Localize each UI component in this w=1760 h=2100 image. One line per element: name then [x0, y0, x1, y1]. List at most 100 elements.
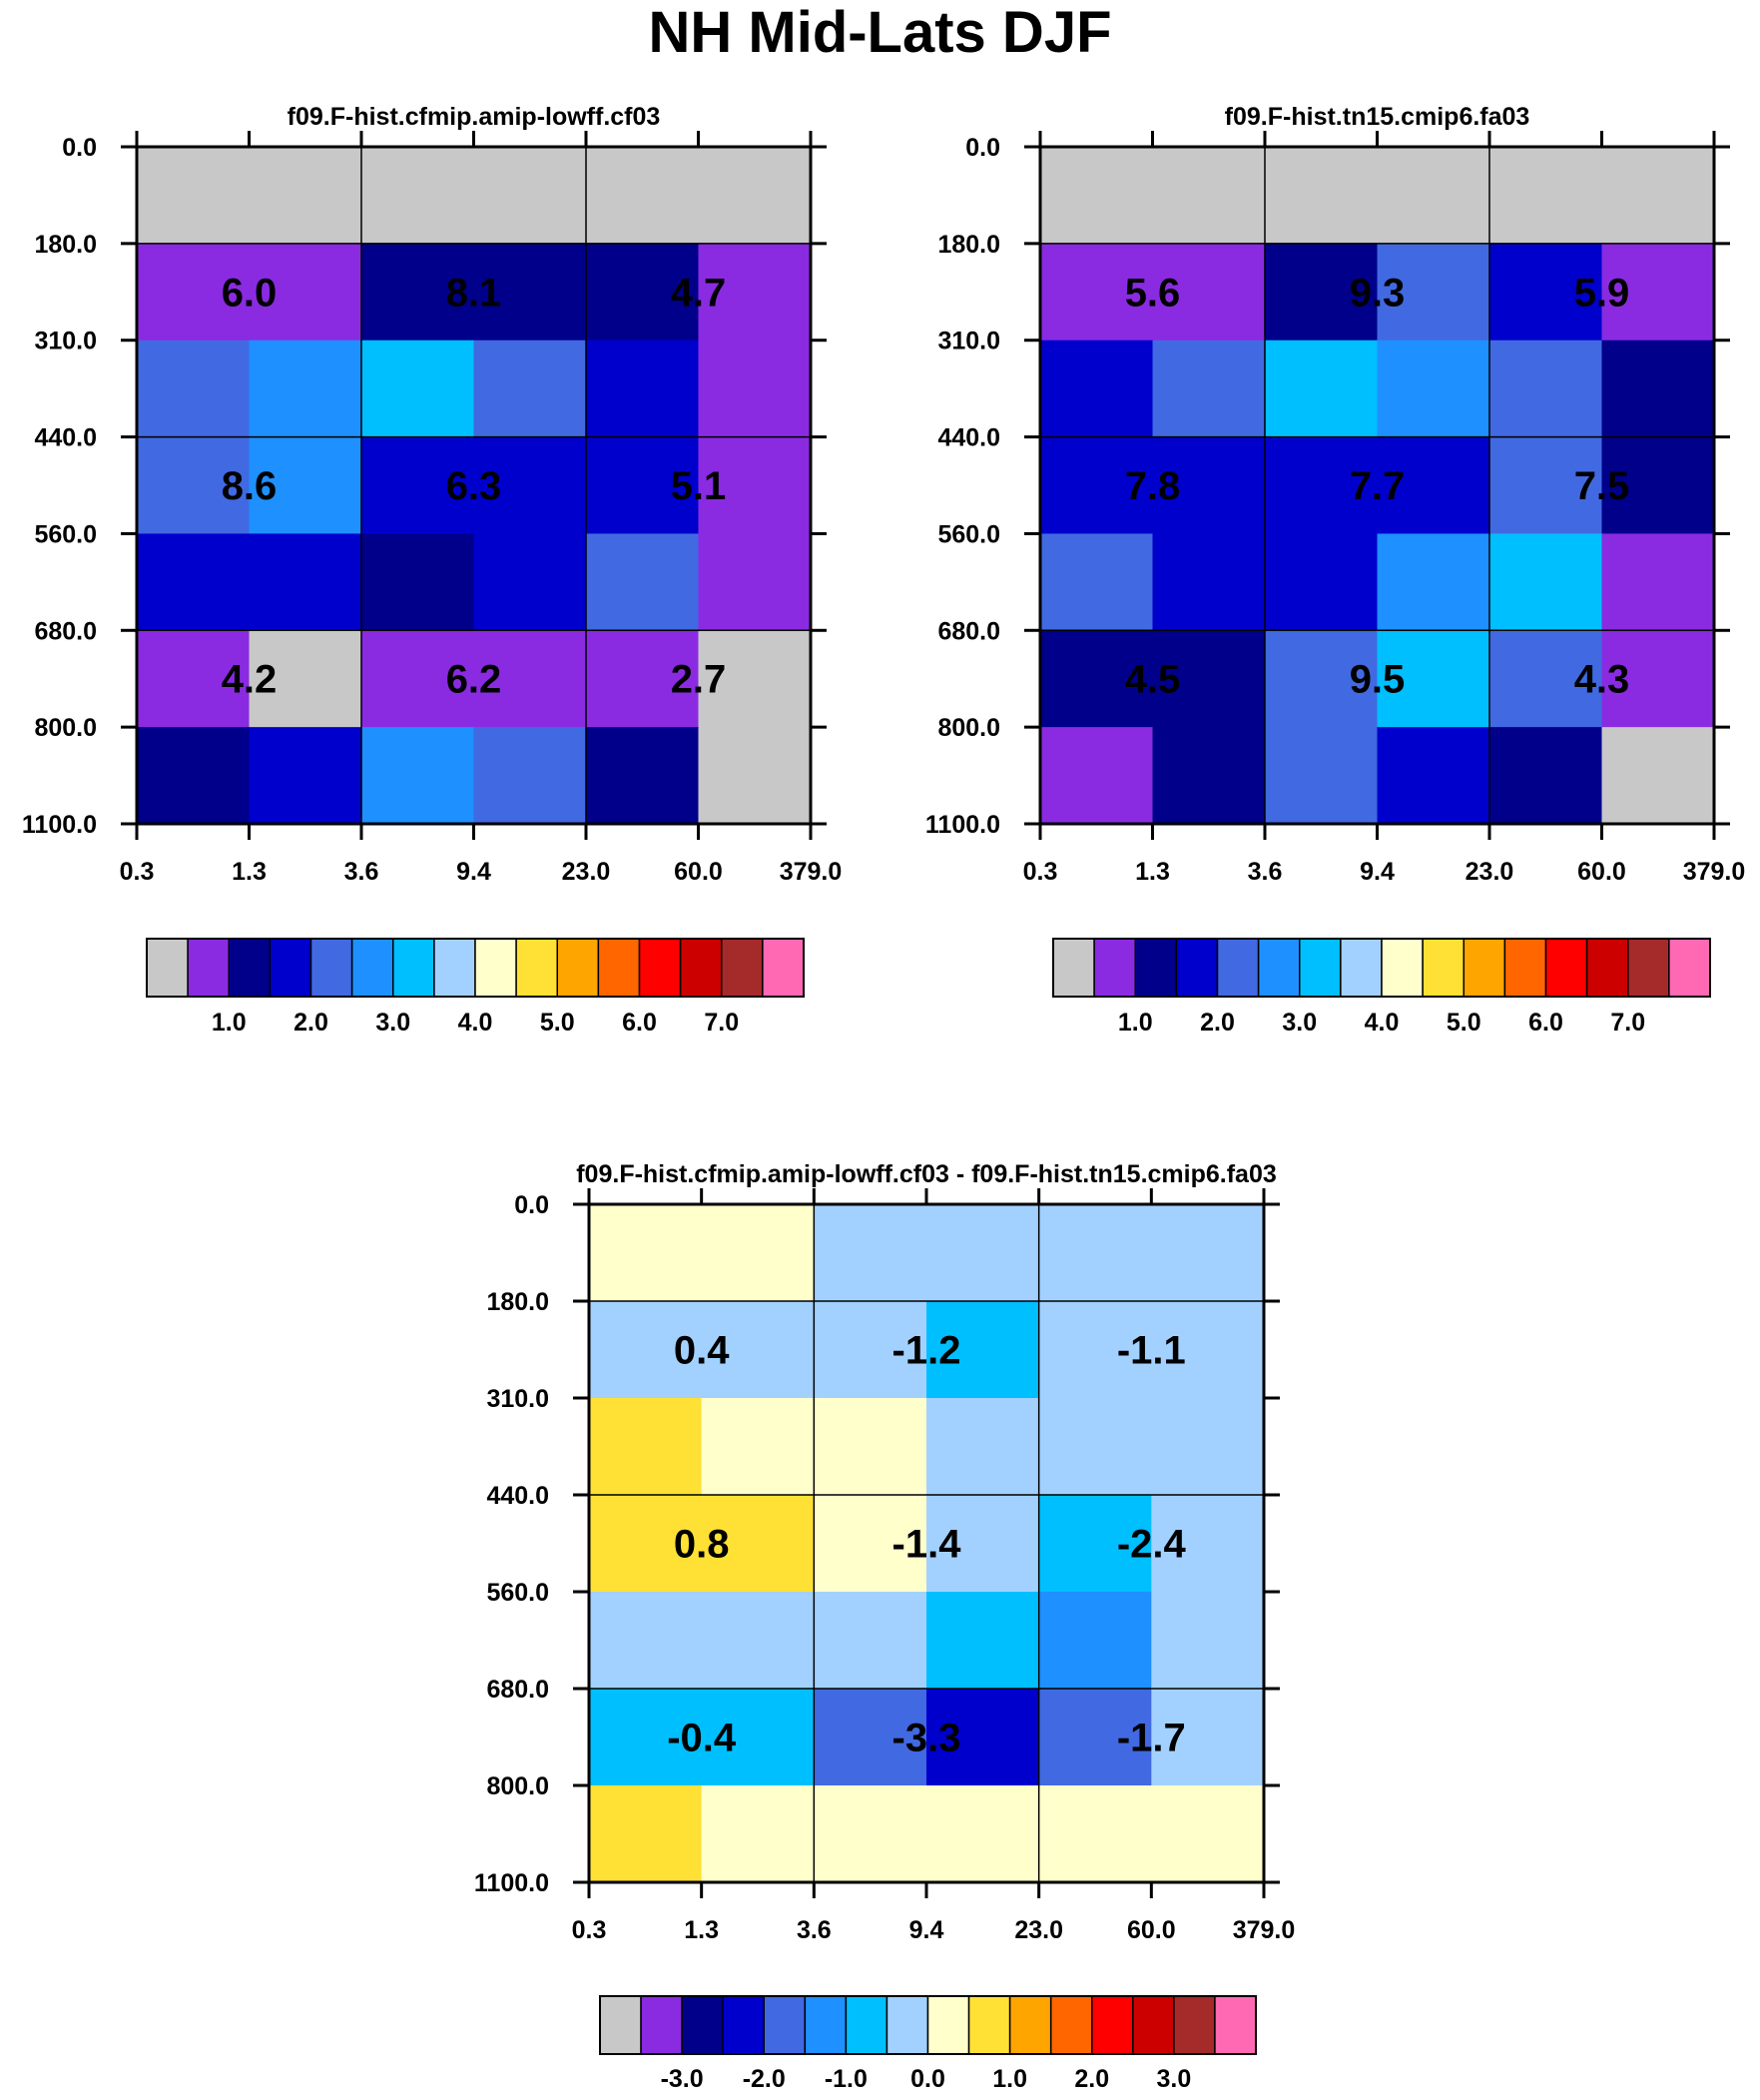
y-tick-label: 800.0 — [34, 714, 97, 742]
heatmap-cell — [586, 727, 700, 825]
heatmap-cell — [473, 436, 587, 535]
heatmap-cell — [1152, 533, 1266, 631]
colorbar-swatch — [1214, 1995, 1257, 2055]
heatmap-cell — [1601, 147, 1715, 245]
y-tick-label: 440.0 — [486, 1482, 549, 1510]
x-tick-label: 60.0 — [1127, 1916, 1176, 1944]
colorbar-swatch — [926, 1995, 970, 2055]
heatmap-cell — [1601, 630, 1715, 728]
heatmap-cell — [1038, 1689, 1152, 1786]
block-value-label: 0.8 — [674, 1523, 730, 1567]
block-value-label: -1.4 — [892, 1523, 962, 1567]
heatmap-cell — [586, 147, 700, 245]
panel-title: f09.F-hist.cfmip.amip-lowff.cf03 — [288, 103, 661, 131]
x-tick-label: 9.4 — [909, 1916, 944, 1944]
heatmap-cell — [361, 727, 475, 825]
heatmap-cell — [926, 1204, 1040, 1302]
heatmap-cell — [473, 340, 587, 438]
y-tick-label: 680.0 — [486, 1676, 549, 1704]
heatmap-cell — [698, 630, 812, 728]
y-tick-label: 180.0 — [937, 231, 1000, 259]
block-value-label: 4.5 — [1125, 658, 1181, 702]
block-value-label: 0.4 — [674, 1329, 730, 1373]
heatmap-cell — [586, 630, 700, 728]
colorbar-swatch — [1257, 938, 1301, 998]
heatmap-cell — [701, 1398, 815, 1496]
colorbar-swatch — [1008, 1995, 1052, 2055]
heatmap-cell — [586, 436, 700, 535]
x-tick-label: 3.6 — [797, 1916, 832, 1944]
colorbar-label: 4.0 — [1365, 1009, 1400, 1037]
y-tick-label: 310.0 — [34, 328, 97, 355]
x-tick-label: 23.0 — [1014, 1916, 1063, 1944]
heatmap-cell — [586, 533, 700, 631]
x-tick-label: 9.4 — [456, 858, 491, 886]
heatmap-cell — [1377, 630, 1490, 728]
colorbar-label: 2.0 — [1074, 2065, 1109, 2093]
heatmap-cell — [1038, 1301, 1152, 1399]
y-tick-label: 800.0 — [937, 714, 1000, 742]
block-value-label: 6.3 — [446, 464, 502, 508]
panel-title: f09.F-hist.cfmip.amip-lowff.cf03 - f09.F… — [576, 1160, 1277, 1188]
heatmap-cell — [1038, 1495, 1152, 1593]
heatmap-cell — [137, 243, 251, 342]
colorbar-label: -3.0 — [661, 2065, 704, 2093]
heatmap-cell — [589, 1398, 703, 1496]
heatmap-cell — [137, 533, 251, 631]
heatmap-cell — [589, 1495, 703, 1593]
colorbar-swatch — [722, 1995, 765, 2055]
heatmap-cell — [1040, 630, 1154, 728]
colorbar-label: 1.0 — [992, 2065, 1027, 2093]
heatmap-cell — [1151, 1398, 1265, 1496]
heatmap-cell — [814, 1592, 927, 1690]
x-tick-label: 23.0 — [1466, 858, 1514, 886]
x-tick-label: 379.0 — [780, 858, 843, 886]
y-tick-label: 680.0 — [937, 617, 1000, 645]
colorbar-swatch — [1668, 938, 1711, 998]
colorbar-swatch — [1049, 1995, 1093, 2055]
colorbar-label: 7.0 — [704, 1009, 739, 1037]
colorbar-label: 5.0 — [1447, 1009, 1481, 1037]
heatmap-cell — [1489, 340, 1603, 438]
colorbar-frame — [146, 938, 805, 998]
y-tick-label: 440.0 — [937, 424, 1000, 452]
colorbar-swatch — [640, 1995, 683, 2055]
heatmap-cell — [249, 436, 362, 535]
heatmap-cell — [361, 147, 475, 245]
heatmap-cell — [1265, 340, 1379, 438]
heatmap-cell — [589, 1689, 703, 1786]
heatmap-cell — [1489, 533, 1603, 631]
heatmap-cell — [1377, 243, 1490, 342]
colorbar-swatch — [1627, 938, 1670, 998]
colorbar-label: 6.0 — [1528, 1009, 1563, 1037]
y-tick-label: 1100.0 — [22, 811, 97, 839]
y-tick-label: 560.0 — [34, 520, 97, 548]
x-tick-label: 379.0 — [1683, 858, 1746, 886]
heatmap-cell — [701, 1301, 815, 1399]
heatmap-cell — [589, 1301, 703, 1399]
heatmap-cell — [589, 1592, 703, 1690]
block-value-label: 5.9 — [1574, 271, 1630, 315]
heatmap-cell — [249, 340, 362, 438]
heatmap-cell — [1152, 243, 1266, 342]
heatmap-cell — [1489, 630, 1603, 728]
colorbar-swatch — [392, 938, 435, 998]
colorbar-swatch — [599, 1995, 642, 2055]
x-tick-label: 0.3 — [1023, 858, 1058, 886]
x-tick-label: 1.3 — [684, 1916, 719, 1944]
heatmap-cell — [1265, 727, 1379, 825]
heatmap-cell — [361, 340, 475, 438]
heatmap-cell — [701, 1689, 815, 1786]
heatmap-cell — [473, 147, 587, 245]
heatmap-cell — [1038, 1592, 1152, 1690]
colorbar-swatch — [228, 938, 272, 998]
colorbar-swatch — [1381, 938, 1424, 998]
heatmap-cell — [1601, 340, 1715, 438]
colorbar-swatch — [1503, 938, 1547, 998]
figure-title: NH Mid-Lats DJF — [648, 0, 1112, 65]
block-value-label: -0.4 — [667, 1717, 737, 1760]
colorbar-label: 0.0 — [910, 2065, 945, 2093]
block-value-label: 6.2 — [446, 658, 502, 702]
heatmap-cell — [1151, 1785, 1265, 1883]
colorbar-label: 2.0 — [1200, 1009, 1235, 1037]
